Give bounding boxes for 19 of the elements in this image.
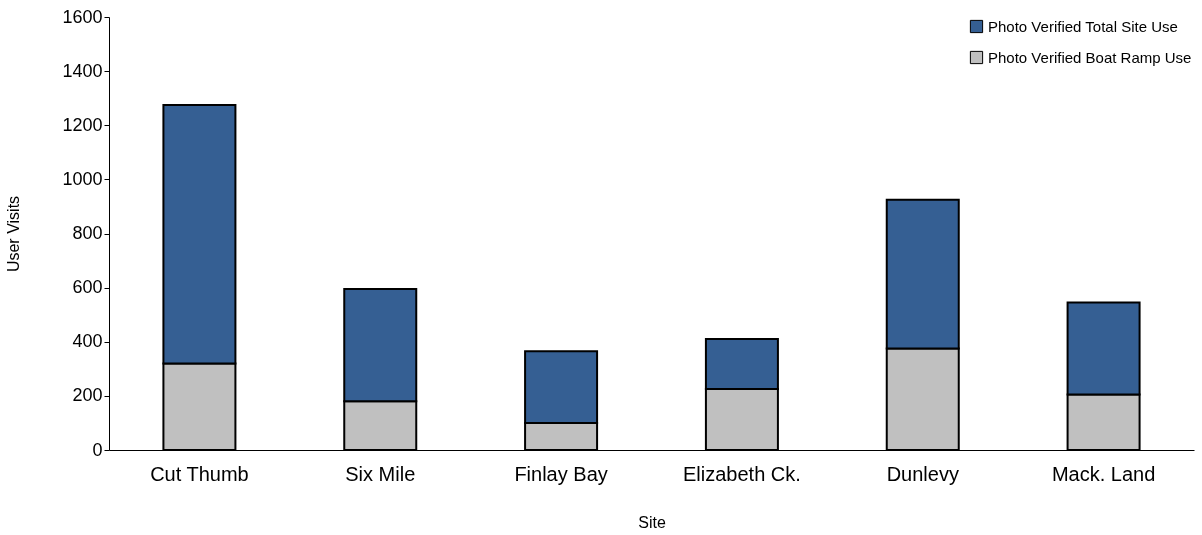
y-tick-label: 800	[72, 223, 103, 243]
y-axis-title: User Visits	[5, 195, 23, 273]
x-tick-label: Finlay Bay	[514, 462, 608, 485]
x-tick-label: Six Mile	[345, 462, 416, 485]
y-tick-label: 1000	[62, 168, 103, 189]
y-tick-label: 200	[72, 385, 103, 406]
y-tick-label: 600	[72, 277, 103, 298]
y-tick-label: 1400	[62, 60, 103, 81]
x-tick-label: Elizabeth Ck.	[682, 462, 801, 485]
y-tick-label: 1600	[62, 6, 103, 27]
x-tick-label: Cut Thumb	[150, 462, 249, 485]
y-tick-label: 400	[72, 331, 103, 352]
legend-label: Photo Verified Total Site Use	[988, 17, 1178, 35]
y-tick-label: 1200	[62, 114, 103, 135]
x-axis-title: Site	[638, 513, 666, 531]
y-tick-label: 0	[92, 439, 103, 460]
x-tick-label: Mack. Land	[1051, 462, 1156, 485]
x-tick-label: Dunlevy	[886, 462, 959, 485]
legend-label: Photo Verified Boat Ramp Use	[988, 48, 1192, 66]
